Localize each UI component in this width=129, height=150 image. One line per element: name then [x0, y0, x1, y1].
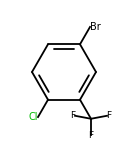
Text: Br: Br [90, 22, 100, 32]
Text: Cl: Cl [28, 112, 38, 122]
Text: F: F [70, 111, 76, 120]
Text: F: F [106, 111, 112, 120]
Text: F: F [88, 131, 94, 140]
